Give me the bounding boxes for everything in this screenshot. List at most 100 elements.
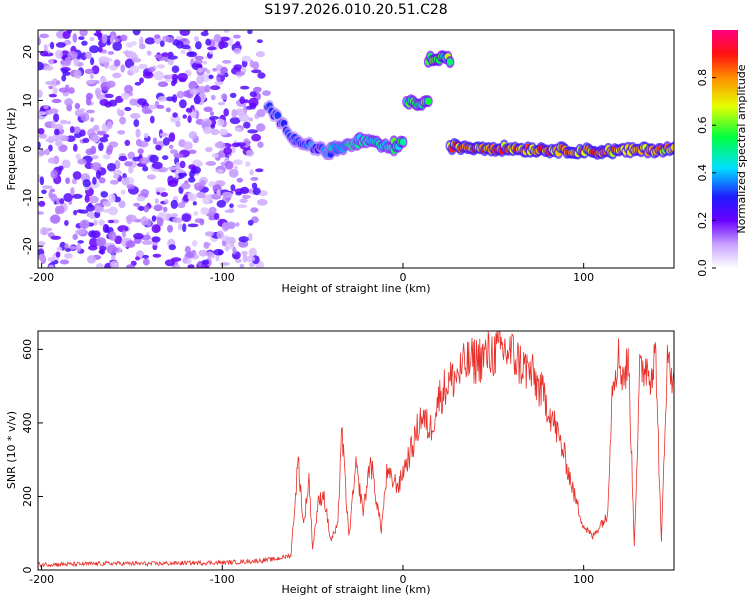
spectrogram-noise-blob	[244, 255, 256, 263]
spectrogram-noise-blob	[126, 42, 134, 48]
spectrogram-noise-blob	[181, 44, 191, 50]
spectrogram-noise-blob	[175, 161, 181, 171]
spectrogram-noise-blob	[103, 93, 114, 99]
spectrogram-noise-blob	[124, 106, 132, 112]
spectrogram-noise-blob	[221, 191, 233, 198]
spectrogram-noise-blob	[45, 80, 56, 85]
spectrogram-noise-blob	[235, 71, 245, 76]
spectrogram-noise-blob	[199, 179, 206, 187]
spectrogram-signal-cell	[399, 138, 407, 146]
spectrogram-noise-blob	[82, 137, 90, 143]
spectrogram-noise-blob	[175, 121, 181, 128]
spectrogram-noise-blob	[114, 37, 120, 43]
spectrogram-noise-blob	[41, 189, 47, 195]
spectrogram-noise-blob	[107, 219, 115, 224]
spectrogram-noise-blob	[74, 109, 85, 117]
spectrogram-noise-blob	[65, 177, 70, 184]
spectrogram-noise-blob	[195, 41, 202, 50]
spectrogram-noise-blob	[151, 224, 161, 234]
spectrogram-noise-blob	[250, 176, 259, 181]
spectrogram-noise-blob	[167, 51, 174, 57]
spectrogram-noise-blob	[231, 145, 236, 154]
spectrogram-noise-blob	[93, 219, 98, 226]
spectrogram-noise-blob	[85, 204, 95, 212]
spectrogram-noise-blob	[140, 216, 149, 226]
spectrogram-noise-blob	[162, 155, 169, 161]
spectrogram-noise-blob	[181, 213, 192, 222]
spectrogram-noise-blob	[232, 159, 243, 166]
spectrogram-noise-blob	[142, 254, 150, 259]
spectrogram-noise-blob	[175, 35, 184, 40]
spectrogram-noise-blob	[85, 79, 97, 85]
spectrogram-noise-blob	[135, 128, 141, 138]
spectrogram-noise-blob	[157, 81, 169, 88]
spectrogram-noise-blob	[179, 30, 191, 36]
y-tick-label: -20	[21, 237, 34, 255]
spectrogram-noise-blob	[124, 58, 135, 69]
spectrogram-noise-blob	[229, 203, 234, 208]
spectrogram-noise-blob	[239, 263, 245, 268]
spectrogram-noise-blob	[50, 41, 55, 50]
spectrogram-noise-blob	[116, 108, 122, 115]
spectrogram-noise-blob	[157, 96, 167, 102]
spectrogram-noise-blob	[126, 264, 135, 268]
spectrogram-noise-blob	[185, 107, 193, 113]
spectrogram-noise-blob	[146, 174, 156, 180]
spectrogram-noise-blob	[203, 60, 208, 65]
spectrogram-noise-blob	[169, 149, 178, 155]
spectrogram-noise-blob	[136, 195, 146, 202]
spectrogram-noise-blob	[120, 92, 130, 100]
spectrogram-noise-blob	[38, 211, 45, 215]
spectrogram-noise-blob	[250, 207, 259, 213]
spectrogram-noise-blob	[241, 55, 251, 62]
x-tick-label: -100	[210, 573, 235, 586]
spectrogram-noise-blob	[162, 206, 168, 213]
spectrogram-noise-blob	[88, 195, 99, 204]
spectrogram-noise-blob	[234, 127, 242, 132]
spectrogram-noise-blob	[159, 40, 165, 47]
spectrogram-noise-blob	[113, 59, 121, 67]
spectrogram-noise-blob	[148, 66, 156, 73]
spectrogram-noise-blob	[118, 155, 128, 162]
spectrogram-noise-blob	[187, 149, 197, 154]
spectrogram-noise-blob	[248, 262, 255, 267]
spectrogram-noise-blob	[238, 113, 250, 122]
snr-x-label: Height of straight line (km)	[281, 583, 430, 596]
spectrogram-noise-blob	[197, 260, 203, 268]
spectrogram-noise-blob	[168, 132, 176, 142]
spectrogram-noise-blob	[111, 219, 120, 224]
spectrogram-noise-blob	[202, 195, 211, 205]
spectrogram-noise-blob	[219, 261, 230, 266]
spectrogram-noise-blob	[177, 202, 186, 209]
spectrogram-noise-blob	[199, 218, 205, 226]
spectrogram-noise-blob	[205, 146, 213, 153]
spectrogram-noise-blob	[108, 99, 118, 107]
spectrogram-noise-blob	[86, 254, 97, 264]
spectrogram-noise-blob	[248, 117, 253, 122]
spectrogram-noise-blob	[72, 193, 83, 199]
spectrogram-noise-blob	[134, 81, 142, 86]
spectrogram-noise-blob	[186, 258, 192, 265]
figure-title: S197.2026.010.20.51.C28	[264, 2, 447, 18]
y-tick-label: 20	[21, 45, 34, 59]
snr-y-ticks: 0 200 400 600	[21, 339, 43, 574]
spectrogram-noise-blob	[73, 209, 78, 216]
spectrogram-noise-blob	[172, 217, 183, 224]
spectrogram-noise-blob	[119, 116, 126, 125]
spectrogram-noise-blob	[154, 34, 161, 39]
spectrogram-noise-blob	[133, 232, 144, 240]
spectrogram-noise-blob	[246, 149, 254, 157]
spectrogram-noise-blob	[102, 208, 114, 214]
spectrogram-noise-blob	[111, 254, 116, 262]
spectrogram-noise-blob	[203, 30, 209, 33]
spectrogram-noise-blob	[59, 198, 65, 205]
spectrogram-noise-blob	[229, 117, 241, 125]
spectrogram-noise-blob	[110, 260, 120, 268]
spectrogram-noise-blob	[189, 88, 200, 95]
spectrogram-noise-blob	[252, 187, 261, 196]
x-tick-label: -100	[210, 271, 235, 284]
spectrogram-noise-blob	[209, 111, 215, 116]
spectrogram-noise-blob	[255, 168, 264, 173]
spectrogram-noise-blob	[188, 164, 196, 170]
